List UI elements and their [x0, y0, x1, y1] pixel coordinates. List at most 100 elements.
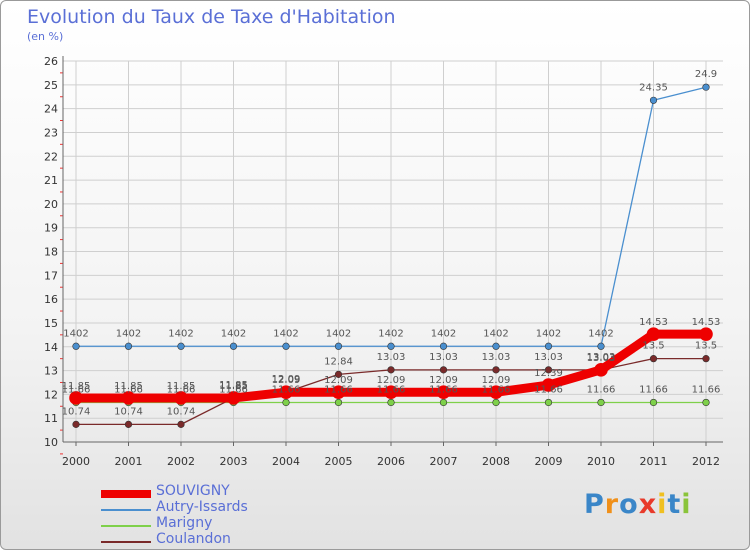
y-tick-17: 17 — [44, 269, 58, 282]
label-marigny-2006: 11.66 — [377, 384, 406, 395]
label-marigny-2000: 11.66 — [62, 384, 91, 395]
label-souvigny-2008: 12.09 — [482, 375, 511, 386]
label-autry-issards-2010: 1402 — [588, 328, 613, 339]
grid-lines — [63, 60, 723, 443]
label-autry-issards-2007: 1402 — [431, 328, 456, 339]
point-marigny-2005 — [334, 398, 343, 407]
label-coulandon-2006: 13.03 — [377, 352, 406, 363]
label-autry-issards-2008: 1402 — [483, 328, 508, 339]
label-coulandon-2004: 12.09 — [272, 374, 301, 385]
point-marigny-2006 — [387, 398, 395, 407]
point-marigny-2010 — [597, 398, 605, 407]
label-autry-issards-2009: 1402 — [536, 328, 561, 339]
label-autry-issards-2011: 24.35 — [639, 82, 668, 93]
y-tick-21: 21 — [44, 174, 58, 187]
y-tick-10: 10 — [44, 436, 58, 449]
point-coulandon-2001 — [124, 420, 133, 428]
x-tick-2010: 2010 — [587, 455, 615, 468]
point-autry-issards-2004 — [282, 342, 290, 350]
x-tick-2007: 2007 — [430, 455, 458, 468]
y-axis-unit: (en %) — [27, 30, 64, 43]
point-autry-issards-2002 — [177, 342, 185, 350]
label-marigny-2010: 11.66 — [587, 384, 616, 395]
y-tick-14: 14 — [44, 341, 58, 354]
point-autry-issards-2000 — [72, 342, 80, 350]
label-autry-issards-2006: 1402 — [378, 328, 403, 339]
legend-label: Marigny — [156, 515, 213, 531]
y-tick-26: 26 — [44, 55, 58, 68]
y-tick-19: 19 — [44, 222, 58, 235]
point-souvigny-2012 — [699, 327, 713, 341]
label-autry-issards-2005: 1402 — [326, 328, 351, 339]
legend-swatch — [101, 541, 151, 543]
label-autry-issards-2004: 1402 — [273, 328, 298, 339]
logo-letter: t — [667, 489, 682, 520]
point-autry-issards-2009 — [544, 342, 553, 350]
y-tick-25: 25 — [44, 79, 58, 92]
point-souvigny-2000 — [69, 391, 83, 405]
point-marigny-2009 — [544, 398, 553, 407]
point-souvigny-2003 — [226, 391, 241, 405]
y-tick-22: 22 — [44, 150, 58, 163]
legend-swatch — [101, 509, 151, 511]
label-souvigny-2005: 12.09 — [324, 375, 353, 386]
y-tick-15: 15 — [44, 317, 58, 330]
x-tick-2005: 2005 — [325, 455, 353, 468]
label-marigny-2005: 11.66 — [324, 384, 353, 395]
label-souvigny-2007: 12.09 — [429, 375, 458, 386]
point-autry-issards-2005 — [334, 342, 343, 350]
label-marigny-2004: 11.66 — [272, 384, 301, 395]
label-coulandon-2012: 13.5 — [695, 341, 717, 352]
x-tick-2008: 2008 — [482, 455, 510, 468]
label-marigny-2003: 11.66 — [219, 384, 248, 395]
x-tick-labels: 2000 2001 2002 2003 2004 2005 2006 2007 2008 2009… — [62, 455, 720, 468]
label-marigny-2009: 11.66 — [534, 384, 563, 395]
label-souvigny-2001: 11.85 — [114, 381, 143, 392]
point-souvigny-2002 — [174, 391, 188, 405]
label-marigny-2008: 11.66 — [482, 384, 511, 395]
point-souvigny-2006 — [384, 385, 398, 400]
point-souvigny-2008 — [489, 385, 503, 400]
x-tick-2002: 2002 — [167, 455, 195, 468]
label-souvigny-2004: 12.09 — [272, 375, 301, 386]
legend-swatch — [101, 525, 151, 527]
y-tick-11: 11 — [44, 412, 58, 425]
label-coulandon-2010: 13.03 — [587, 352, 616, 363]
label-souvigny-2006: 12.09 — [377, 375, 406, 386]
label-coulandon-2003: 11.85 — [219, 380, 248, 391]
point-autry-issards-2012 — [702, 83, 710, 91]
point-coulandon-2012 — [702, 355, 710, 363]
data-points — [69, 83, 713, 428]
point-autry-issards-2010 — [597, 342, 605, 350]
point-souvigny-2009 — [541, 378, 556, 392]
logo-letter: o — [619, 489, 639, 520]
label-souvigny-2010: 13.03 — [587, 353, 616, 364]
label-souvigny-2011: 14.53 — [639, 317, 668, 328]
point-souvigny-2001 — [121, 391, 136, 405]
label-coulandon-2002: 10.74 — [167, 406, 196, 417]
point-souvigny-2004 — [279, 385, 293, 400]
label-autry-issards-2001: 1402 — [116, 328, 141, 339]
y-tick-12: 12 — [44, 388, 58, 401]
label-marigny-2001: 11.66 — [114, 384, 143, 395]
label-autry-issards-2012: 24.9 — [695, 69, 717, 80]
label-marigny-2012: 11.66 — [692, 384, 721, 395]
logo-letter: x — [638, 489, 658, 520]
point-autry-issards-2008 — [492, 342, 500, 350]
legend-swatch — [101, 490, 151, 498]
point-souvigny-2011 — [646, 327, 661, 341]
point-autry-issards-2011 — [649, 96, 658, 104]
label-souvigny-2012: 14.53 — [692, 317, 721, 328]
point-autry-issards-2003 — [229, 342, 238, 350]
y-tick-24: 24 — [44, 103, 58, 116]
point-coulandon-2009 — [544, 366, 553, 374]
label-autry-issards-2000: 1402 — [63, 328, 88, 339]
legend-label: Coulandon — [156, 531, 231, 547]
label-coulandon-2007: 13.03 — [429, 352, 458, 363]
point-souvigny-2005 — [331, 385, 346, 400]
label-souvigny-2002: 11.85 — [167, 381, 196, 392]
point-marigny-2008 — [492, 398, 500, 407]
data-labels: 11.85 11.85 11.85 11.85 12.09 12.09 12.09 12.09… — [62, 69, 721, 417]
